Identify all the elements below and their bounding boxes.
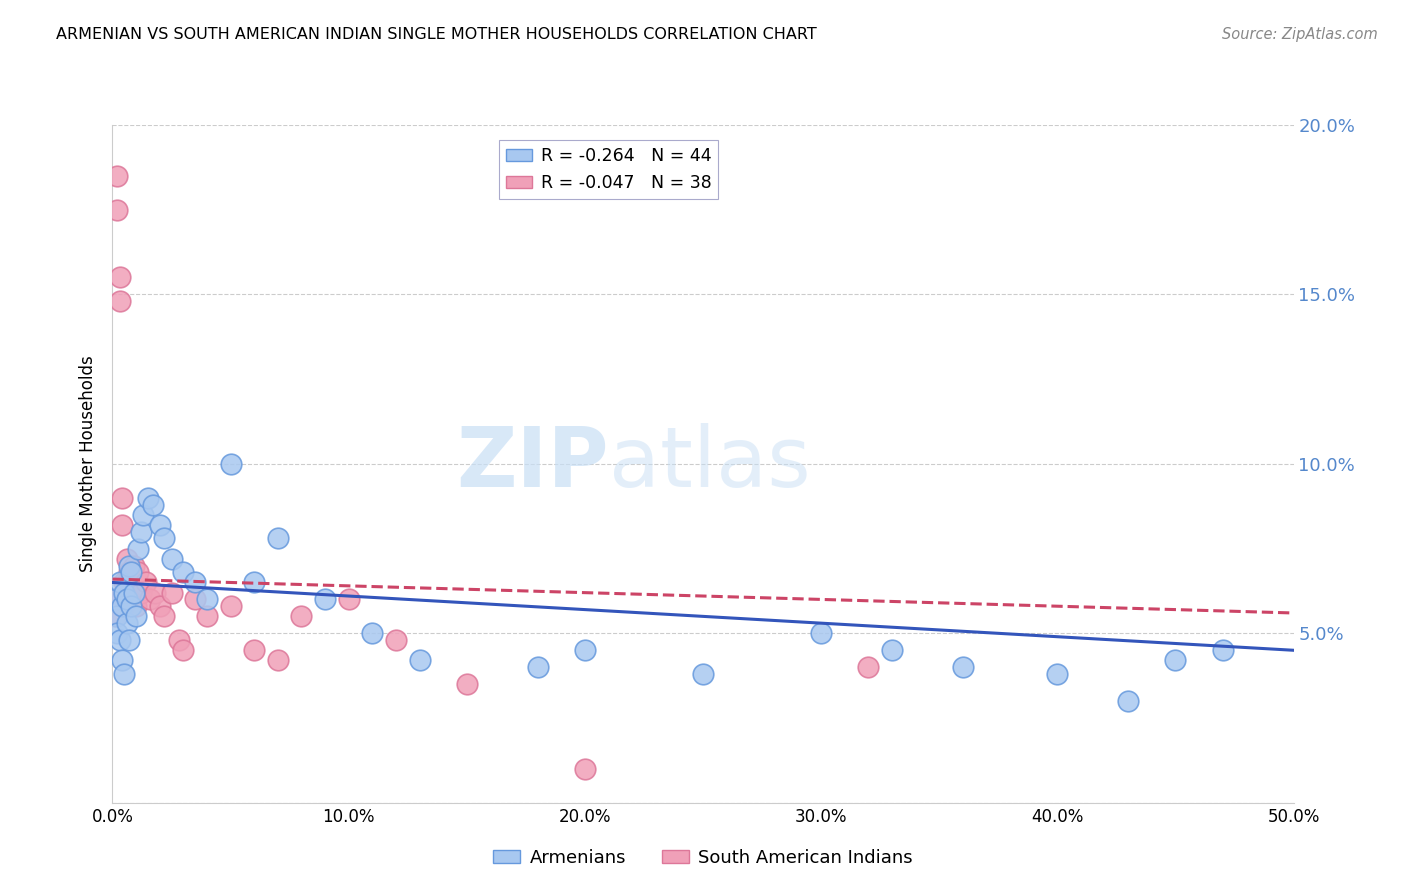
- Point: [120, 585, 142, 599]
- Point: [219, 457, 242, 471]
- Point: [132, 508, 155, 522]
- Point: [108, 633, 131, 648]
- Point: [125, 609, 148, 624]
- Point: [195, 609, 218, 624]
- Point: [172, 566, 194, 580]
- Text: atlas: atlas: [609, 424, 810, 504]
- Point: [290, 609, 312, 624]
- Legend: Armenians, South American Indians: Armenians, South American Indians: [486, 842, 920, 874]
- Point: [111, 653, 134, 667]
- Point: [160, 585, 183, 599]
- Point: [142, 498, 165, 512]
- Point: [111, 491, 134, 505]
- Point: [574, 762, 596, 776]
- Point: [574, 643, 596, 657]
- Point: [115, 592, 138, 607]
- Point: [526, 660, 548, 674]
- Point: [108, 270, 131, 285]
- Point: [104, 609, 127, 624]
- Point: [153, 609, 176, 624]
- Point: [149, 517, 172, 532]
- Text: Source: ZipAtlas.com: Source: ZipAtlas.com: [1222, 27, 1378, 42]
- Point: [136, 491, 159, 505]
- Point: [810, 626, 832, 640]
- Point: [149, 599, 172, 614]
- Point: [108, 575, 131, 590]
- Point: [880, 643, 903, 657]
- Point: [139, 592, 162, 607]
- Point: [118, 566, 141, 580]
- Point: [1046, 667, 1069, 681]
- Point: [456, 677, 478, 691]
- Point: [143, 585, 166, 599]
- Point: [111, 599, 134, 614]
- Point: [267, 653, 290, 667]
- Point: [243, 643, 266, 657]
- Point: [118, 592, 141, 607]
- Point: [112, 667, 135, 681]
- Point: [408, 653, 430, 667]
- Point: [1116, 694, 1139, 708]
- Point: [111, 517, 134, 532]
- Point: [153, 532, 176, 546]
- Point: [172, 643, 194, 657]
- Point: [858, 660, 880, 674]
- Point: [160, 551, 183, 566]
- Point: [115, 551, 138, 566]
- Point: [125, 599, 148, 614]
- Point: [135, 575, 157, 590]
- Point: [267, 532, 290, 546]
- Point: [127, 541, 149, 556]
- Point: [337, 592, 360, 607]
- Point: [105, 202, 128, 217]
- Point: [129, 524, 152, 539]
- Point: [118, 558, 141, 573]
- Point: [115, 575, 138, 590]
- Point: [243, 575, 266, 590]
- Point: [112, 599, 135, 614]
- Point: [195, 592, 218, 607]
- Legend: R = -0.264   N = 44, R = -0.047   N = 38: R = -0.264 N = 44, R = -0.047 N = 38: [499, 140, 718, 199]
- Point: [115, 616, 138, 631]
- Point: [385, 633, 408, 648]
- Point: [129, 585, 152, 599]
- Point: [104, 592, 127, 607]
- Point: [120, 599, 142, 614]
- Y-axis label: Single Mother Households: Single Mother Households: [79, 356, 97, 572]
- Point: [105, 169, 128, 183]
- Point: [108, 294, 131, 309]
- Point: [1212, 643, 1234, 657]
- Point: [118, 633, 141, 648]
- Point: [1164, 653, 1187, 667]
- Point: [122, 558, 145, 573]
- Point: [184, 575, 207, 590]
- Point: [104, 592, 127, 607]
- Point: [692, 667, 714, 681]
- Text: ZIP: ZIP: [456, 424, 609, 504]
- Point: [112, 585, 135, 599]
- Point: [120, 566, 142, 580]
- Point: [952, 660, 974, 674]
- Point: [361, 626, 384, 640]
- Point: [314, 592, 336, 607]
- Point: [105, 609, 128, 624]
- Point: [105, 626, 128, 640]
- Point: [122, 585, 145, 599]
- Point: [184, 592, 207, 607]
- Point: [127, 566, 149, 580]
- Text: ARMENIAN VS SOUTH AMERICAN INDIAN SINGLE MOTHER HOUSEHOLDS CORRELATION CHART: ARMENIAN VS SOUTH AMERICAN INDIAN SINGLE…: [56, 27, 817, 42]
- Point: [167, 633, 190, 648]
- Point: [219, 599, 242, 614]
- Point: [112, 575, 135, 590]
